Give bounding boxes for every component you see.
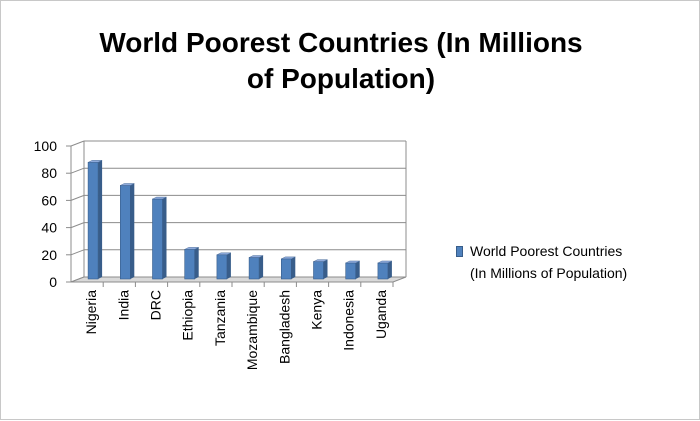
bar-top — [88, 160, 103, 163]
bar — [313, 259, 328, 280]
bar-side — [194, 247, 199, 279]
bar-side — [130, 183, 135, 279]
y-tick-label: 100 — [34, 138, 58, 154]
x-tick-label: Indonesia — [341, 290, 357, 351]
legend-label: World Poorest Countries (In Millions of … — [470, 240, 690, 284]
legend-swatch — [456, 246, 463, 257]
bar-top — [249, 255, 264, 258]
bar — [377, 260, 392, 280]
bar-front — [313, 261, 324, 280]
bar-side — [291, 256, 296, 279]
x-tick-label: Ethiopia — [180, 290, 196, 341]
x-tick-label: DRC — [148, 290, 164, 320]
legend-label-line-1: World Poorest Countries — [470, 243, 623, 259]
bar-side — [162, 197, 167, 279]
bar — [216, 252, 231, 280]
bar-side — [387, 260, 392, 279]
bar — [120, 183, 135, 280]
chart-title: World Poorest Countries (In Millions of … — [41, 25, 641, 97]
x-tick-label: India — [115, 290, 131, 321]
bar — [184, 247, 199, 280]
bar-front — [216, 254, 228, 280]
bar — [345, 260, 360, 280]
gridline-side — [70, 167, 85, 174]
bar — [152, 196, 167, 280]
x-tick-label: Uganda — [373, 290, 389, 339]
gridline-side — [70, 249, 85, 256]
bar-side — [226, 252, 231, 279]
bar-top — [345, 260, 360, 264]
bar-front — [87, 162, 99, 280]
bar-side — [259, 255, 264, 279]
legend-label-line-2: (In Millions of Population) — [470, 265, 628, 281]
x-tick-label: Kenya — [309, 290, 325, 330]
bar-side — [355, 260, 360, 279]
chart-title-line-1: World Poorest Countries (In Millions — [99, 27, 583, 58]
bar-top — [184, 247, 199, 250]
gridline-side — [70, 140, 85, 147]
bar-top — [120, 183, 135, 186]
bar-front — [280, 258, 292, 280]
bar-front — [248, 257, 260, 280]
bar-front — [345, 262, 357, 280]
y-tick-label: 0 — [49, 274, 57, 290]
bar-side — [323, 259, 328, 279]
y-tick-label: 20 — [41, 247, 57, 263]
bar-top — [216, 252, 231, 256]
bar-side — [98, 160, 103, 279]
bar — [280, 256, 296, 280]
bar-top — [152, 196, 167, 200]
x-tick-label: Bangladesh — [276, 290, 292, 364]
y-tick-label: 40 — [41, 220, 57, 236]
bar-top — [281, 256, 296, 260]
y-tick-label: 80 — [41, 165, 57, 181]
bar-top — [377, 260, 392, 264]
bar-top — [313, 259, 328, 262]
gridline-side — [70, 194, 85, 201]
gridline-side — [70, 222, 85, 229]
bar-front — [184, 249, 195, 280]
bar-front — [377, 262, 389, 280]
x-tick-label: Nigeria — [83, 290, 99, 335]
bar-front — [120, 185, 131, 280]
bar-front — [152, 198, 163, 280]
x-tick-label: Mozambique — [244, 290, 260, 370]
chart-title-line-2: of Population) — [246, 63, 436, 94]
x-tick-label: Tanzania — [212, 290, 228, 346]
bar — [248, 255, 264, 280]
y-tick-label: 60 — [41, 192, 57, 208]
bar — [87, 160, 103, 280]
